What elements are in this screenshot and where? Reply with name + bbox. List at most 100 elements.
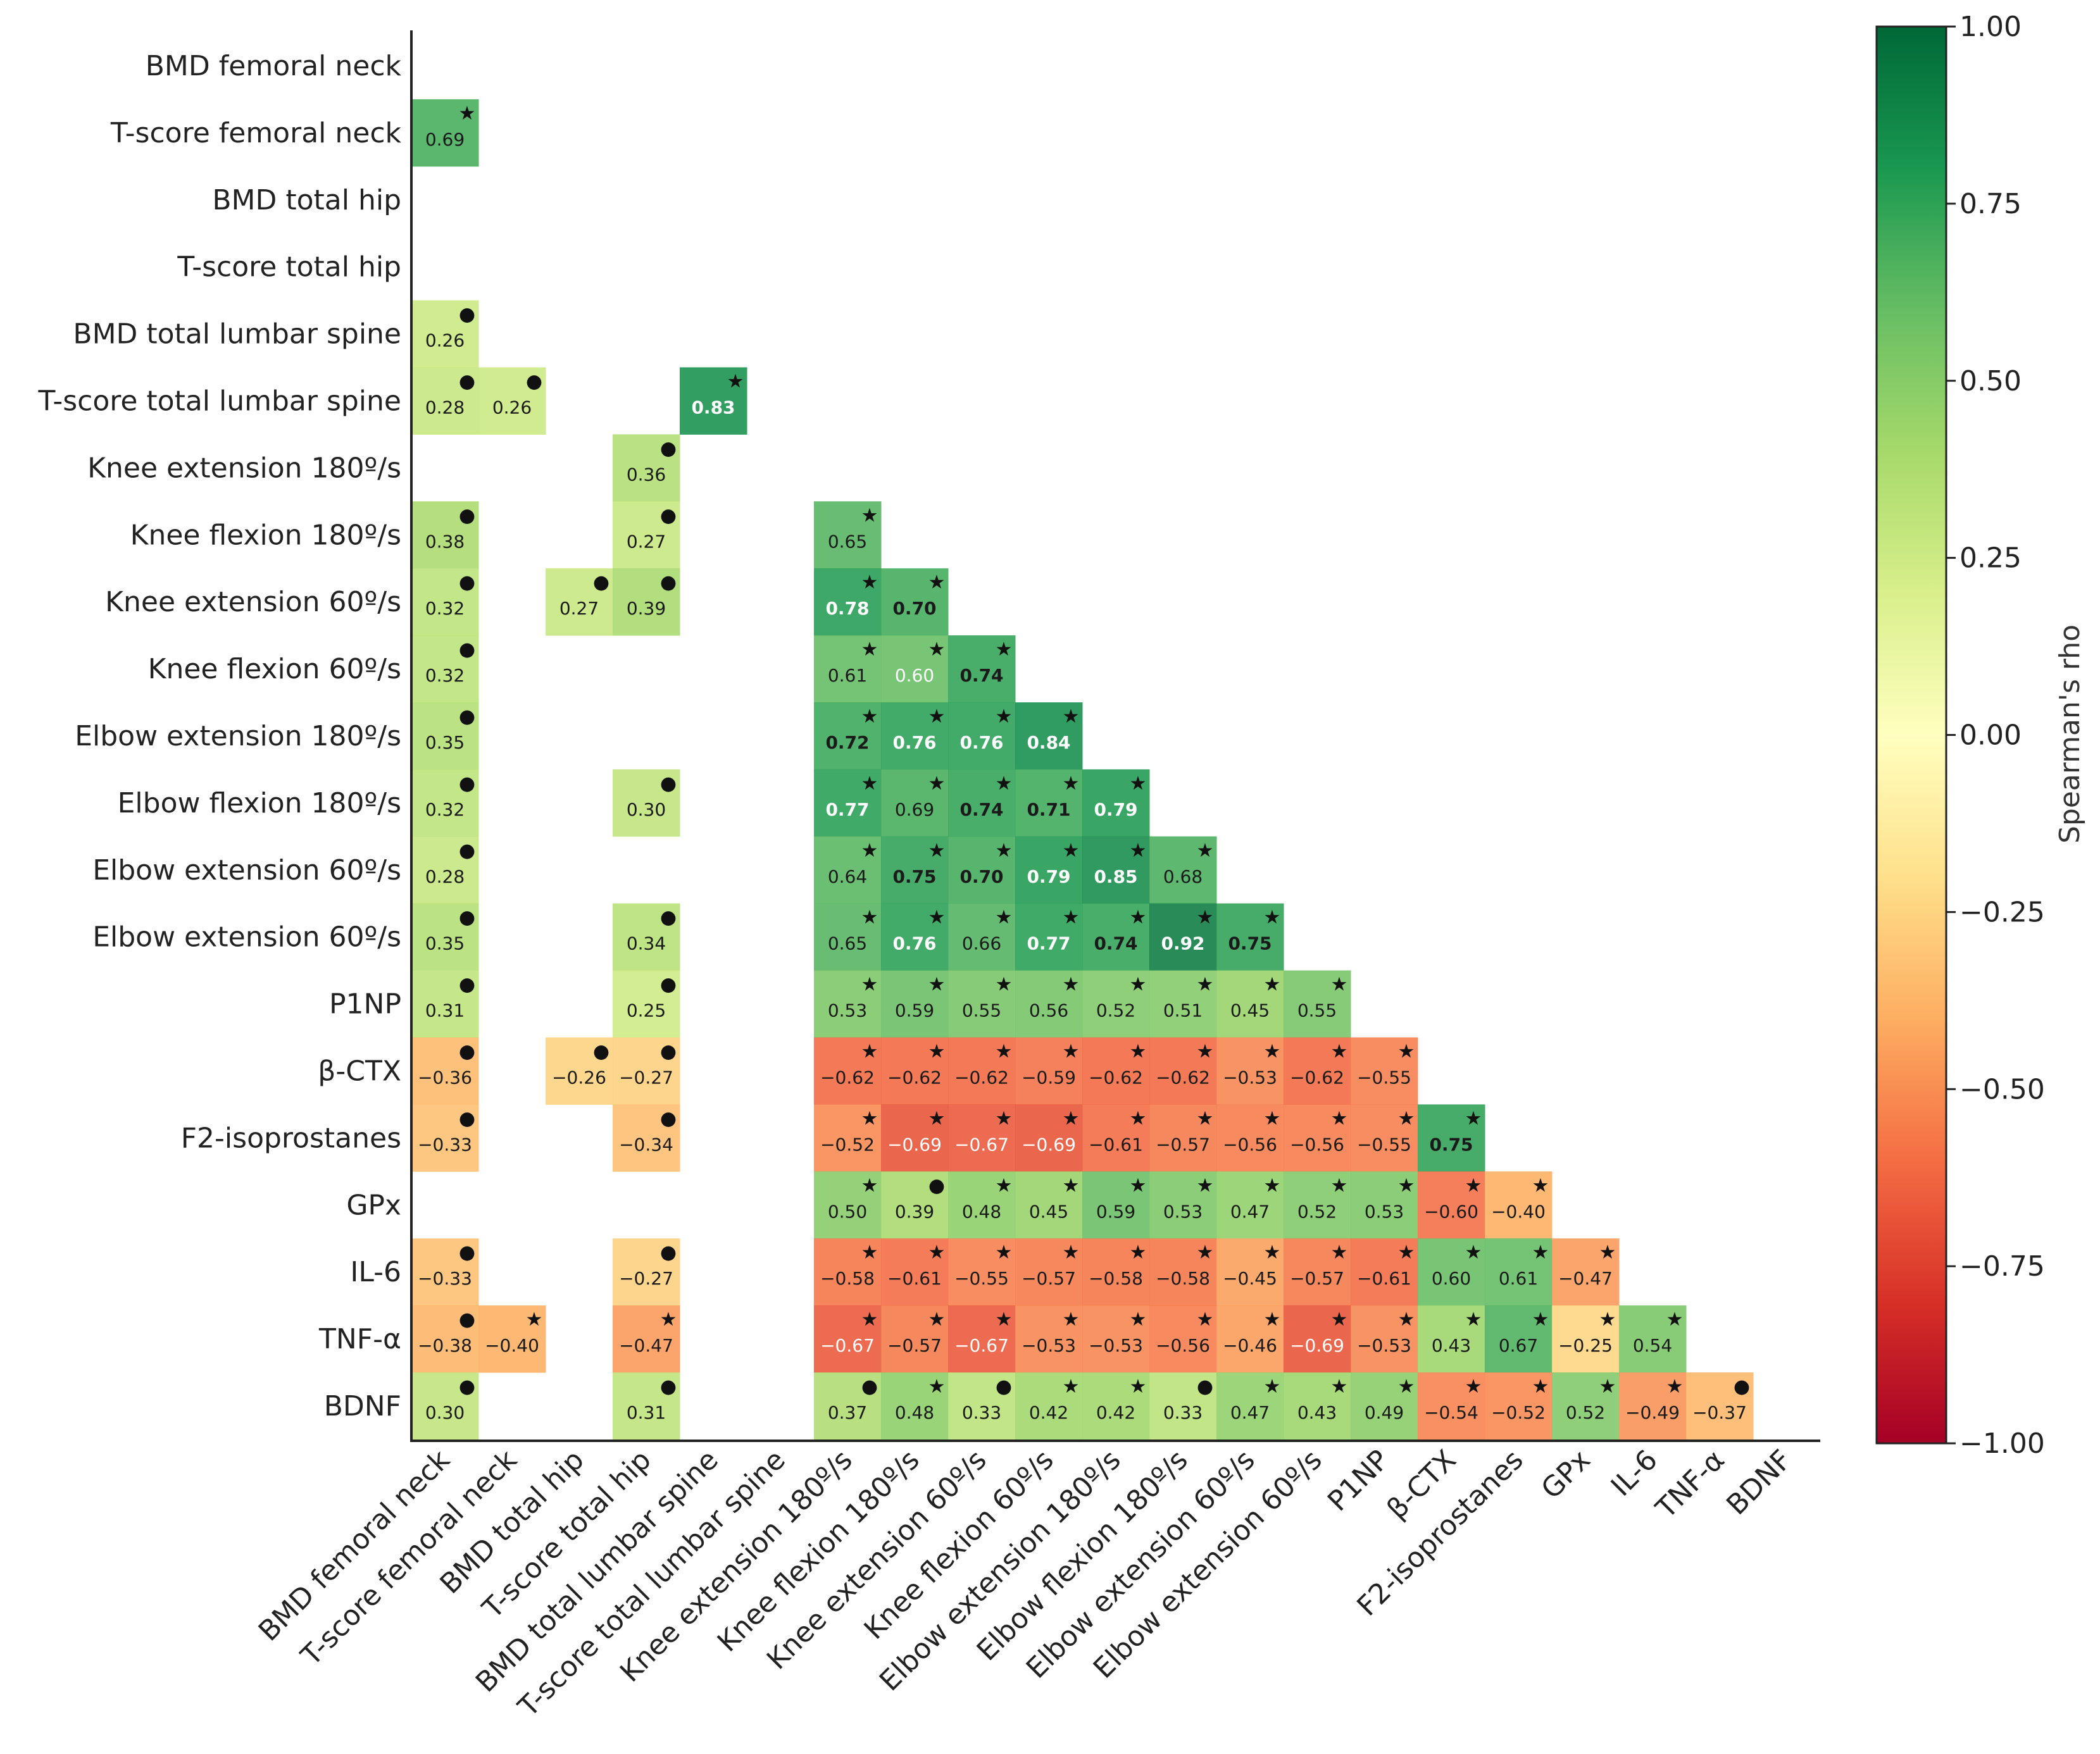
- cell-value: 0.43: [1432, 1335, 1471, 1356]
- cell-rect: [613, 434, 680, 502]
- significance-star-icon: ★: [996, 773, 1013, 795]
- cell-value: 0.72: [825, 732, 869, 753]
- heatmap-cell: −0.27 ●: [613, 1238, 680, 1306]
- heatmap-cell: 0.39 ●: [613, 568, 680, 636]
- heatmap-cell: 0.56 ★: [1015, 970, 1083, 1038]
- significance-dot-icon: ●: [660, 1107, 677, 1129]
- colorbar-tick-label: 0.50: [1959, 365, 2022, 397]
- heatmap-cell: 0.42 ★: [1082, 1372, 1150, 1440]
- cell-value: 0.54: [1633, 1335, 1672, 1356]
- cell-value: −0.56: [1290, 1134, 1344, 1155]
- y-tick-label: T-score total lumbar spine: [37, 385, 401, 417]
- significance-star-icon: ★: [1398, 1376, 1415, 1398]
- cell-value: 0.79: [1094, 799, 1137, 820]
- heatmap-cell: 0.78 ★: [814, 568, 882, 636]
- significance-dot-icon: ●: [459, 974, 475, 996]
- y-tick-label: TNF-α: [318, 1323, 401, 1355]
- significance-star-icon: ★: [1130, 1309, 1147, 1331]
- cell-value: 0.47: [1230, 1402, 1270, 1423]
- colorbar-gradient: [1875, 25, 1947, 1445]
- cell-rect: [411, 501, 479, 569]
- heatmap-cell: 0.85 ★: [1082, 836, 1150, 904]
- heatmap-cell: −0.67 ★: [948, 1305, 1016, 1373]
- cell-value: 0.32: [425, 598, 465, 619]
- colorbar-tick-label: −0.75: [1959, 1250, 2045, 1283]
- cell-rect: [881, 1037, 949, 1105]
- heatmap-cell: −0.52 ★: [1485, 1372, 1553, 1440]
- colorbar-tick-label: 0.75: [1959, 188, 2022, 220]
- cell-value: 0.26: [492, 397, 532, 418]
- significance-star-icon: ★: [1331, 1174, 1348, 1197]
- colorbar-tick-label: −0.50: [1959, 1073, 2045, 1105]
- significance-star-icon: ★: [1264, 1309, 1281, 1331]
- cell-value: 0.64: [828, 866, 867, 887]
- significance-dot-icon: ●: [660, 773, 677, 795]
- heatmap-cell: 0.32 ●: [411, 568, 479, 636]
- y-tick-label: Elbow extension 180º/s: [75, 720, 401, 752]
- heatmap-cell: 0.43 ★: [1284, 1372, 1351, 1440]
- cell-rect: [1686, 1372, 1754, 1440]
- cell-rect: [680, 367, 747, 435]
- y-tick-label: T-score femoral neck: [110, 117, 402, 149]
- y-tick-label: Knee flexion 180º/s: [130, 519, 401, 551]
- significance-dot-icon: ●: [459, 504, 475, 526]
- heatmap-cell: 0.47 ★: [1216, 1171, 1284, 1239]
- significance-star-icon: ★: [996, 1107, 1013, 1129]
- heatmap-cell: −0.52 ★: [814, 1104, 882, 1172]
- significance-star-icon: ★: [1532, 1174, 1549, 1197]
- colorbar: 1.00 0.75 0.50 0.25 0.00 −0.25 −0.50 −0.75 −1.00…: [1875, 11, 2086, 1460]
- significance-star-icon: ★: [1666, 1376, 1684, 1398]
- significance-star-icon: ★: [928, 907, 946, 929]
- heatmap-cell: 0.79 ★: [1082, 769, 1150, 837]
- cell-value: 0.61: [1499, 1268, 1538, 1289]
- cell-value: −0.58: [1156, 1268, 1210, 1289]
- cell-value: −0.49: [1625, 1402, 1680, 1423]
- significance-star-icon: ★: [1465, 1309, 1482, 1331]
- cell-rect: [411, 702, 479, 770]
- heatmap-cell: −0.55 ★: [1351, 1037, 1418, 1105]
- cell-value: 0.74: [959, 799, 1003, 820]
- cell-rect: [1351, 1372, 1418, 1440]
- heatmap-cell: 0.76 ★: [881, 702, 949, 770]
- heatmap-cell: 0.77 ★: [814, 769, 882, 837]
- heatmap-cell: 0.72 ★: [814, 702, 882, 770]
- y-tick-label: BMD femoral neck: [146, 50, 402, 82]
- significance-star-icon: ★: [1197, 974, 1214, 996]
- significance-star-icon: ★: [928, 1376, 946, 1398]
- heatmap-cell: 0.36 ●: [613, 434, 680, 502]
- significance-star-icon: ★: [1398, 1041, 1415, 1063]
- heatmap-cell: −0.34 ●: [613, 1104, 680, 1172]
- cell-value: 0.25: [627, 1000, 666, 1021]
- cell-rect: [948, 1037, 1016, 1105]
- significance-star-icon: ★: [1063, 1107, 1080, 1129]
- significance-dot-icon: ●: [660, 504, 677, 526]
- heatmap-cell: −0.53 ★: [1082, 1305, 1150, 1373]
- significance-star-icon: ★: [1063, 1309, 1080, 1331]
- heatmap-cell: −0.62 ★: [1082, 1037, 1150, 1105]
- heatmap-cell: 0.27 ●: [613, 501, 680, 569]
- cell-value: 0.92: [1161, 933, 1204, 954]
- cell-value: 0.69: [895, 799, 934, 820]
- significance-dot-icon: ●: [459, 638, 475, 661]
- significance-star-icon: ★: [861, 638, 878, 661]
- cell-value: 0.31: [425, 1000, 465, 1021]
- cell-value: −0.60: [1424, 1201, 1478, 1222]
- heatmap-cell: −0.26 ●: [546, 1037, 613, 1105]
- significance-star-icon: ★: [861, 706, 878, 728]
- cell-value: −0.40: [1491, 1201, 1546, 1222]
- heatmap-cell: −0.62 ★: [948, 1037, 1016, 1105]
- cell-rect: [1216, 1238, 1284, 1306]
- cell-rect: [478, 1305, 546, 1373]
- cell-value: 0.70: [959, 866, 1003, 887]
- cell-rect: [814, 769, 882, 837]
- cell-rect: [613, 568, 680, 636]
- cell-value: 0.31: [627, 1402, 666, 1423]
- y-tick-label: GPx: [346, 1189, 401, 1221]
- significance-star-icon: ★: [861, 1309, 878, 1331]
- cell-rect: [1418, 1305, 1485, 1373]
- significance-star-icon: ★: [1063, 1041, 1080, 1063]
- cell-rect: [1418, 1238, 1485, 1306]
- significance-dot-icon: ●: [660, 571, 677, 594]
- cell-value: −0.26: [552, 1067, 606, 1088]
